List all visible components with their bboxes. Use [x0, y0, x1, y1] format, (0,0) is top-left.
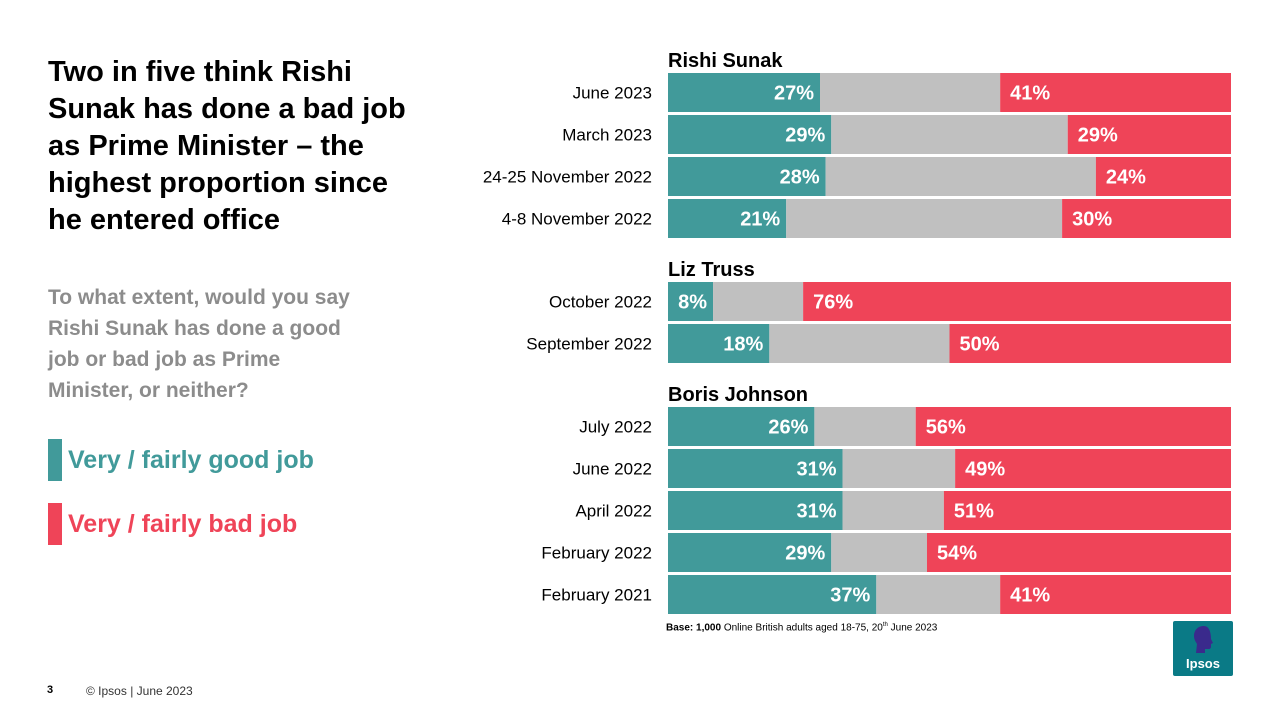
profile-head-icon: [1194, 626, 1213, 653]
group-title: Liz Truss: [668, 259, 755, 281]
ipsos-logo: Ipsos: [1173, 621, 1233, 676]
bar-neither: [831, 533, 927, 572]
data-label-good: 8%: [678, 292, 707, 314]
bar-neither: [831, 115, 1068, 154]
base-note-sup: th: [882, 622, 888, 628]
bar-bad: [926, 533, 1231, 572]
legend-bad-swatch: [48, 503, 62, 545]
data-label-good: 28%: [780, 167, 820, 189]
bar-good: [668, 491, 843, 530]
legend-good: Very / fairly good job: [48, 439, 314, 481]
bar-neither: [814, 407, 916, 446]
category-label: March 2023: [562, 126, 652, 145]
category-label: October 2022: [549, 293, 652, 312]
bar-bad: [803, 282, 1231, 321]
data-label-bad: 49%: [965, 459, 1005, 481]
page-title: Two in five think Rishi Sunak has done a…: [48, 56, 406, 236]
bar-good: [668, 449, 843, 488]
bar-neither: [876, 575, 1001, 614]
footer-copyright: © Ipsos | June 2023: [86, 684, 193, 698]
bar-neither: [769, 324, 950, 363]
bar-good: [668, 324, 770, 363]
data-label-good: 29%: [785, 125, 825, 147]
data-label-bad: 24%: [1106, 167, 1146, 189]
data-label-bad: 50%: [960, 334, 1000, 356]
bar-neither: [786, 199, 1063, 238]
base-note: Base: 1,000 Online British adults aged 1…: [666, 622, 937, 633]
bar-bad: [1000, 73, 1231, 112]
bar-bad: [955, 449, 1231, 488]
bar-neither: [713, 282, 804, 321]
bar-bad: [1062, 199, 1231, 238]
bar-good: [668, 407, 815, 446]
bar-bad: [943, 491, 1231, 530]
data-label-bad: 76%: [813, 292, 853, 314]
category-label: 24-25 November 2022: [483, 168, 652, 187]
data-label-bad: 51%: [954, 501, 994, 523]
data-label-bad: 30%: [1072, 209, 1112, 231]
bar-bad: [949, 324, 1231, 363]
category-label: July 2022: [579, 418, 652, 437]
base-note-text: Online British adults aged 18-75, 20: [721, 622, 883, 634]
bar-good: [668, 575, 877, 614]
data-label-bad: 41%: [1010, 585, 1050, 607]
page-number: 3: [47, 684, 54, 696]
bar-good: [668, 199, 787, 238]
base-note-suffix: June 2023: [887, 622, 938, 634]
data-label-good: 31%: [796, 501, 836, 523]
data-label-good: 27%: [774, 83, 814, 105]
data-label-good: 29%: [785, 543, 825, 565]
bar-neither: [842, 449, 956, 488]
bar-neither: [820, 73, 1001, 112]
category-label: June 2022: [573, 460, 652, 479]
data-label-bad: 41%: [1010, 83, 1050, 105]
logo-text: Ipsos: [1186, 656, 1220, 671]
category-label: June 2023: [573, 84, 652, 103]
bar-good: [668, 73, 821, 112]
group-title: Rishi Sunak: [668, 50, 783, 72]
bar-neither: [842, 491, 944, 530]
bar-good: [668, 282, 714, 321]
bar-good: [668, 533, 832, 572]
bar-bad: [1000, 575, 1231, 614]
bar-neither: [825, 157, 1096, 196]
category-label: September 2022: [526, 335, 652, 354]
bar-bad: [1095, 157, 1231, 196]
legend-good-label: Very / fairly good job: [68, 445, 314, 474]
category-label: February 2021: [541, 586, 652, 605]
survey-question: To what extent, would you say Rishi Suna…: [48, 286, 350, 402]
bar-bad: [1067, 115, 1231, 154]
category-label: April 2022: [575, 502, 652, 521]
legend-bad: Very / fairly bad job: [48, 503, 297, 545]
data-label-good: 26%: [768, 417, 808, 439]
bar-good: [668, 157, 826, 196]
data-label-bad: 29%: [1078, 125, 1118, 147]
data-label-good: 37%: [830, 585, 870, 607]
data-label-bad: 56%: [926, 417, 966, 439]
legend-bad-label: Very / fairly bad job: [68, 509, 298, 538]
base-note-prefix: Base:: [666, 622, 694, 634]
category-label: February 2022: [541, 544, 652, 563]
data-label-good: 18%: [723, 334, 763, 356]
data-label-good: 21%: [740, 209, 780, 231]
group-title: Boris Johnson: [668, 384, 808, 406]
category-label: 4-8 November 2022: [502, 210, 652, 229]
data-label-bad: 54%: [937, 543, 977, 565]
legend-good-swatch: [48, 439, 62, 481]
bar-bad: [915, 407, 1231, 446]
base-note-count: 1,000: [696, 622, 722, 634]
data-label-good: 31%: [796, 459, 836, 481]
bar-good: [668, 115, 832, 154]
